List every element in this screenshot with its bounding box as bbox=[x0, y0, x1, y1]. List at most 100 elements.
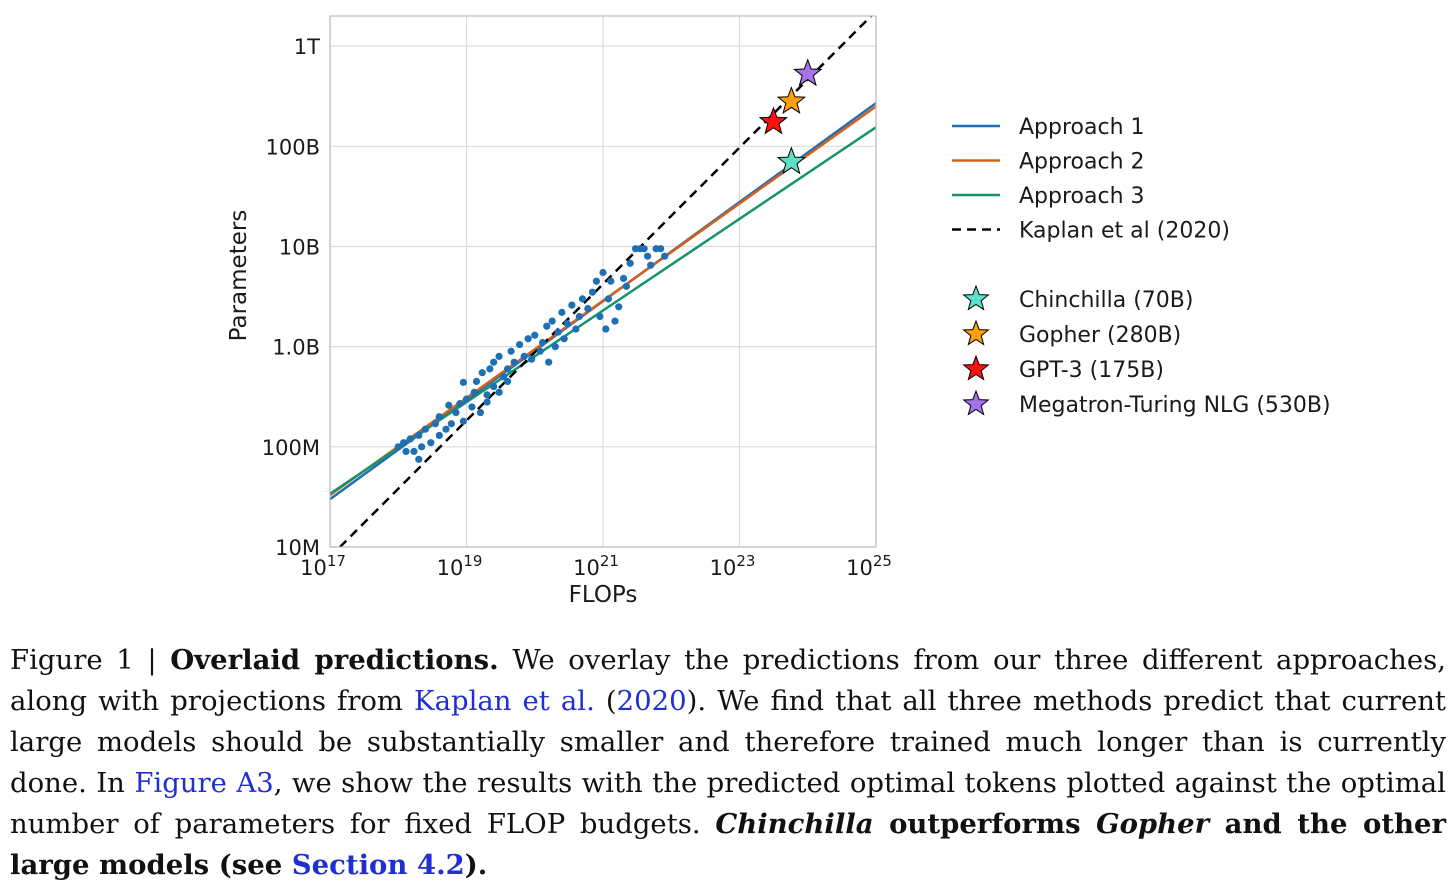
y-tick-label: 10B bbox=[279, 235, 320, 259]
scatter-point bbox=[596, 312, 604, 321]
caption-title: Overlaid predictions. bbox=[170, 644, 499, 676]
model-star bbox=[758, 106, 789, 135]
scatter-point bbox=[543, 322, 551, 330]
year-link[interactable]: 2020 bbox=[616, 685, 687, 717]
scatter-point bbox=[478, 369, 486, 377]
scatter-point bbox=[503, 365, 512, 373]
scatter-point bbox=[560, 335, 568, 343]
caption-bold-end: and the other large models (see bbox=[10, 808, 1446, 881]
caption-figure-label: Figure 1 | bbox=[10, 644, 171, 676]
scatter-point bbox=[528, 355, 536, 363]
y-tick-label: 10M bbox=[275, 536, 320, 560]
scatter-point bbox=[545, 358, 553, 366]
scatter-point bbox=[607, 277, 615, 285]
scatter-point bbox=[643, 252, 652, 260]
scatter-point bbox=[476, 408, 485, 417]
scatter-point bbox=[470, 388, 478, 396]
scatter-point bbox=[520, 352, 528, 360]
scatter-point bbox=[495, 388, 503, 396]
scatter-point bbox=[445, 401, 453, 409]
scatter-point bbox=[657, 245, 665, 253]
scatter-point bbox=[456, 400, 464, 408]
legend-star bbox=[962, 284, 990, 311]
scatter-point bbox=[516, 340, 524, 349]
scatter-point bbox=[647, 261, 655, 269]
caption-text-2: ( bbox=[594, 685, 617, 717]
scatter-point bbox=[427, 439, 435, 447]
scatter-point bbox=[661, 252, 669, 260]
scatter-point bbox=[452, 408, 460, 417]
scatter-point bbox=[406, 435, 414, 443]
x-tick-exponent: 21 bbox=[600, 552, 619, 570]
scatter-point bbox=[418, 443, 426, 451]
scatter-points bbox=[394, 245, 669, 463]
legend-star bbox=[962, 354, 990, 381]
scatter-point bbox=[495, 352, 503, 360]
scatter-point bbox=[588, 288, 597, 296]
scatter-point bbox=[435, 413, 443, 421]
scatter-point bbox=[599, 268, 607, 277]
scatter-point bbox=[575, 312, 583, 321]
scatter-point bbox=[402, 447, 410, 456]
series-line bbox=[339, 16, 873, 547]
legend-label: Chinchilla (70B) bbox=[1019, 288, 1193, 313]
scatter-point bbox=[611, 317, 619, 325]
scatter-point bbox=[503, 377, 512, 385]
scatter-point bbox=[622, 282, 630, 290]
scatter-point bbox=[578, 295, 587, 303]
scatter-point bbox=[490, 382, 498, 391]
y-tick-label: 100M bbox=[262, 436, 320, 460]
scatter-point bbox=[510, 358, 518, 366]
caption-bold-mid: outperforms bbox=[873, 808, 1097, 840]
model-stars bbox=[758, 58, 823, 175]
scatter-point bbox=[483, 398, 491, 406]
y-tick-label: 1T bbox=[294, 35, 320, 59]
scatter-point bbox=[400, 439, 408, 447]
scatter-point bbox=[447, 420, 455, 428]
figure-a3-link[interactable]: Figure A3 bbox=[134, 767, 274, 799]
model-star bbox=[776, 86, 807, 115]
scatter-point bbox=[626, 259, 634, 267]
scatter-point bbox=[472, 377, 481, 385]
legend-label: Approach 1 bbox=[1019, 115, 1145, 140]
legend-label: Gopher (280B) bbox=[1019, 323, 1181, 348]
y-tick-label: 1.0B bbox=[272, 336, 320, 360]
legend-label: Approach 3 bbox=[1019, 184, 1145, 209]
scatter-point bbox=[435, 431, 443, 440]
legend-label: Approach 2 bbox=[1019, 150, 1145, 175]
scatter-point bbox=[602, 325, 610, 333]
scatter-point bbox=[568, 301, 576, 309]
scatter-point bbox=[442, 425, 450, 433]
y-axis-title: Parameters bbox=[226, 210, 252, 342]
scatter-point bbox=[619, 274, 628, 283]
scatter-point bbox=[558, 308, 566, 316]
scatter-point bbox=[459, 417, 467, 425]
caption-gopher: Gopher bbox=[1096, 808, 1210, 840]
scatter-point bbox=[563, 319, 571, 328]
scatter-point bbox=[431, 420, 439, 428]
kaplan-link[interactable]: Kaplan et al. bbox=[414, 685, 595, 717]
scatter-point bbox=[640, 245, 648, 253]
scatter-point bbox=[548, 317, 556, 325]
scatter-point bbox=[531, 331, 539, 339]
x-tick-label: 1025 bbox=[846, 552, 892, 580]
scatter-point bbox=[468, 403, 476, 411]
x-tick-exponent: 23 bbox=[736, 552, 755, 570]
scatter-point bbox=[490, 358, 498, 366]
y-tick-label: 100B bbox=[266, 135, 321, 159]
scatter-point bbox=[410, 447, 418, 456]
scatter-point bbox=[462, 395, 471, 403]
figure-caption: Figure 1 | Overlaid predictions. We over… bbox=[10, 640, 1446, 886]
legend-label: Megatron-Turing NLG (530B) bbox=[1019, 393, 1331, 418]
scatter-point bbox=[604, 295, 613, 303]
legend-label: Kaplan et al (2020) bbox=[1019, 219, 1230, 244]
caption-text-1: We overlay the predictions from our thre… bbox=[10, 644, 1446, 717]
x-tick-exponent: 25 bbox=[873, 552, 892, 570]
scatter-point bbox=[592, 277, 600, 285]
scatter-point bbox=[486, 365, 494, 373]
scatter-point bbox=[554, 328, 562, 336]
legend-star bbox=[962, 389, 990, 416]
legend-star bbox=[962, 319, 990, 346]
section-4-2-link[interactable]: Section 4.2 bbox=[291, 849, 465, 881]
